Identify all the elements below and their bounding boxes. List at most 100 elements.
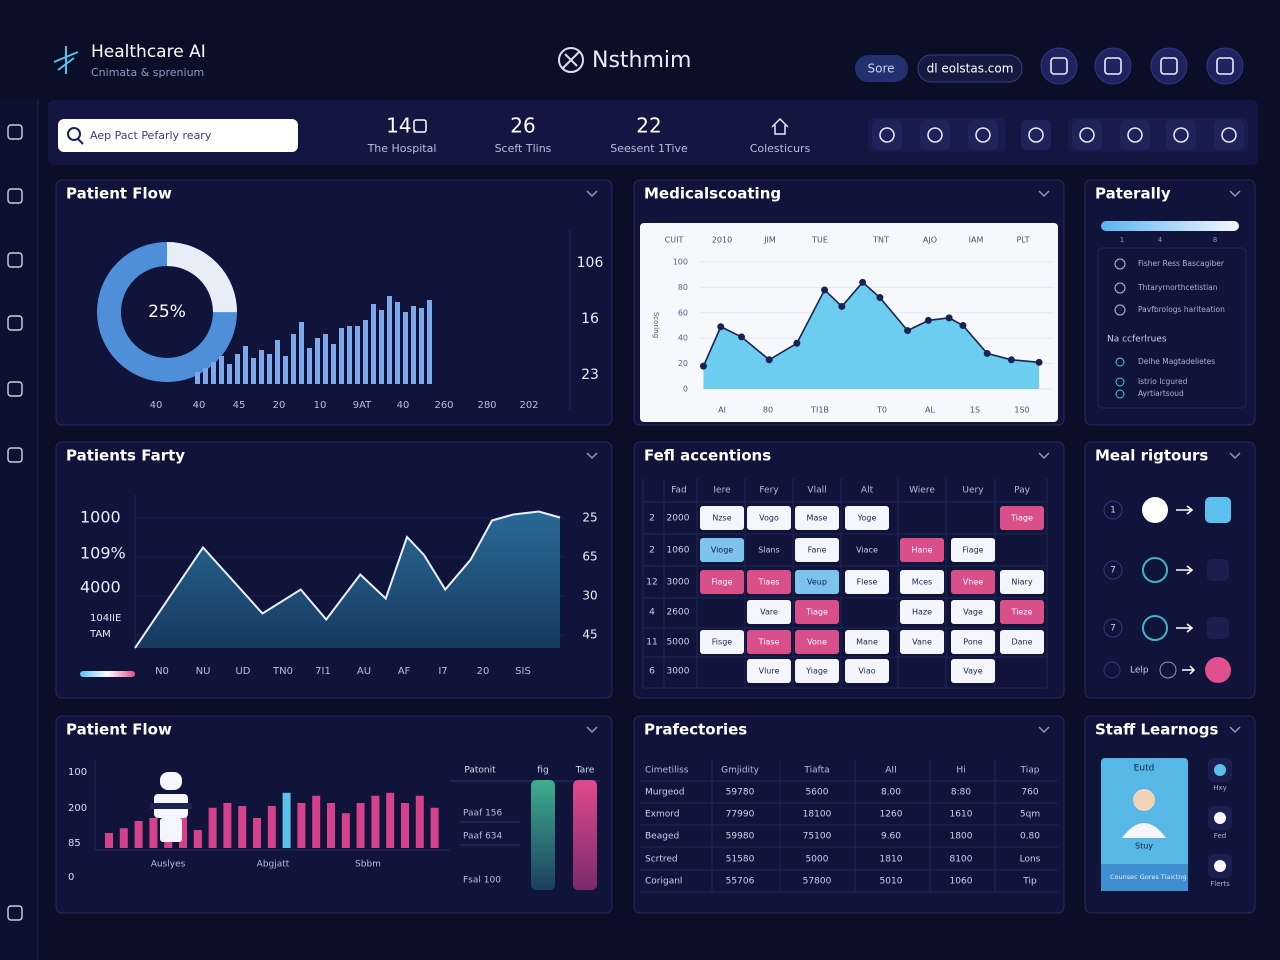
header-button[interactable] xyxy=(855,55,908,82)
table-chip[interactable] xyxy=(747,659,791,683)
toolbar-icon-button[interactable] xyxy=(920,120,950,150)
search-placeholder: Aep Pact Pefarly reary xyxy=(90,129,212,142)
panel-menu[interactable] xyxy=(1038,726,1050,734)
table-chip[interactable] xyxy=(795,630,839,654)
table-header: Fery xyxy=(759,486,779,496)
x-tick-label: Al xyxy=(718,406,726,415)
table-chip[interactable] xyxy=(747,630,791,654)
x-tick-label: 1S0 xyxy=(1014,406,1029,415)
table-chip[interactable] xyxy=(951,600,995,624)
table-chip[interactable] xyxy=(700,570,744,594)
toolbar-icon-button[interactable] xyxy=(1120,120,1150,150)
sidebar-icon[interactable] xyxy=(7,905,23,921)
panel-title: Patient Flow xyxy=(66,185,172,203)
table-chip[interactable] xyxy=(1000,506,1044,530)
table-chip[interactable] xyxy=(900,538,944,562)
sidebar-icon[interactable] xyxy=(7,124,23,140)
legend-row: Fsal 100 xyxy=(463,876,501,886)
toolbar-icon-button[interactable] xyxy=(968,120,998,150)
panel-menu[interactable] xyxy=(1229,190,1241,198)
header-icon xyxy=(1160,57,1178,75)
table-chip[interactable] xyxy=(700,538,744,562)
table-cell: 59780 xyxy=(726,788,755,798)
route-arrow xyxy=(1176,623,1194,633)
toolbar-icon-button[interactable] xyxy=(1072,120,1102,150)
sidebar-icon[interactable] xyxy=(7,252,23,268)
route-icon xyxy=(1207,559,1229,581)
bar xyxy=(312,795,321,848)
table-chip[interactable] xyxy=(1000,630,1044,654)
table-chip[interactable] xyxy=(951,659,995,683)
table-cell: 51580 xyxy=(726,855,755,865)
table-header: Alt xyxy=(861,486,874,496)
table-chip[interactable] xyxy=(795,600,839,624)
table-cell: Beaged xyxy=(645,832,679,842)
table-chip[interactable] xyxy=(700,506,744,530)
header-icon-button[interactable] xyxy=(1094,47,1132,85)
x-tick-label: TNT xyxy=(872,236,889,245)
table-chip[interactable] xyxy=(951,630,995,654)
toolbar-icon-button[interactable] xyxy=(1021,120,1051,150)
header-icon-button[interactable] xyxy=(1150,47,1188,85)
brand-tagline: Cnimata & sprenium xyxy=(91,66,204,79)
table-cell: 57800 xyxy=(803,877,832,887)
area-line xyxy=(134,510,561,649)
panel-menu[interactable] xyxy=(1229,726,1241,734)
slider[interactable] xyxy=(1101,221,1239,231)
table-chip[interactable] xyxy=(951,538,995,562)
sidebar-icon[interactable] xyxy=(7,188,23,204)
toolbar-icon-button[interactable] xyxy=(872,120,902,150)
table-chip[interactable] xyxy=(1000,570,1044,594)
table-chip[interactable] xyxy=(1000,600,1044,624)
header-button[interactable] xyxy=(917,54,1023,83)
table-chip[interactable] xyxy=(900,630,944,654)
panel-menu[interactable] xyxy=(1038,452,1050,460)
header-icon-button[interactable] xyxy=(1040,47,1078,85)
sidebar-icon[interactable] xyxy=(7,315,23,331)
panel-menu[interactable] xyxy=(1229,452,1241,460)
panel-menu[interactable] xyxy=(1038,190,1050,198)
table-chip[interactable] xyxy=(795,659,839,683)
table-chip[interactable] xyxy=(795,538,839,562)
toolbar-icon-button[interactable] xyxy=(1166,120,1196,150)
toolbar-icon-button[interactable] xyxy=(1214,120,1244,150)
table-chip[interactable] xyxy=(795,506,839,530)
table-chip[interactable] xyxy=(747,600,791,624)
x-tick-label: 40 xyxy=(150,400,163,411)
table-chip[interactable] xyxy=(747,506,791,530)
legend-row: Paaf 156 xyxy=(463,809,503,819)
table-chip[interactable] xyxy=(845,570,889,594)
table-chip[interactable] xyxy=(900,570,944,594)
row-code: 5000 xyxy=(667,638,690,648)
table-chip[interactable] xyxy=(845,630,889,654)
panel-title: Patient Flow xyxy=(66,721,172,739)
bar xyxy=(219,356,224,384)
stat-label: Colesticurs xyxy=(750,142,811,155)
x-tick-label: 9AT xyxy=(353,400,372,411)
sidebar-icon[interactable] xyxy=(7,381,23,397)
panel-menu[interactable] xyxy=(586,190,598,198)
search-box[interactable] xyxy=(58,119,298,152)
point xyxy=(924,316,932,324)
table-chip[interactable] xyxy=(700,630,744,654)
sidebar-icon[interactable] xyxy=(7,447,23,463)
chip-label: Yoge xyxy=(857,514,877,523)
panel-menu[interactable] xyxy=(586,726,598,734)
stat-value: 14. xyxy=(386,114,418,138)
table-cell: 55706 xyxy=(726,877,755,887)
y-tick-label: 200 xyxy=(68,803,87,814)
toolbar-icon xyxy=(927,127,943,143)
table-cell: 8.00 xyxy=(881,788,901,798)
table-chip[interactable] xyxy=(747,570,791,594)
bar xyxy=(401,803,409,848)
table-chip[interactable] xyxy=(900,600,944,624)
header-icon-button[interactable] xyxy=(1206,47,1244,85)
staff-item-glyph xyxy=(1214,812,1226,824)
table-chip[interactable] xyxy=(845,506,889,530)
table-chip[interactable] xyxy=(845,659,889,683)
chip-label: Vhee xyxy=(963,578,983,587)
panel-menu[interactable] xyxy=(586,452,598,460)
table-chip[interactable] xyxy=(951,570,995,594)
table-chip[interactable] xyxy=(795,570,839,594)
y-tick-label: 0 xyxy=(683,385,688,394)
